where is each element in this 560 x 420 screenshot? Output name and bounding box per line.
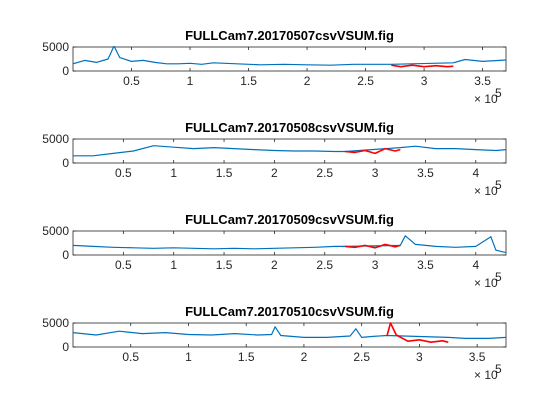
highlight-series-line — [344, 243, 401, 249]
x-tick-label: 2 — [304, 74, 311, 88]
x-tick-label: 3.5 — [417, 166, 434, 180]
x-tick-label: 2.5 — [316, 258, 333, 272]
y-tick-label: 5000 — [42, 40, 69, 54]
y-tick-label: 5000 — [42, 132, 69, 146]
axes-box — [72, 46, 507, 72]
highlight-series-line — [344, 147, 401, 155]
x-tick-label: 1 — [170, 166, 177, 180]
x-tick-label: 2 — [271, 258, 278, 272]
y-tick-label: 0 — [62, 248, 69, 262]
x-tick-label: 3 — [421, 74, 428, 88]
axes-box — [72, 230, 507, 256]
x-tick-label: 1 — [185, 350, 192, 364]
x-tick-label: 1.5 — [216, 258, 233, 272]
x-tick-label: 3.5 — [474, 74, 491, 88]
x-tick-label: 2.5 — [357, 74, 374, 88]
x-tick-label: 1 — [170, 258, 177, 272]
x-exponent-power: 5 — [495, 178, 502, 192]
x-exponent-power: 5 — [495, 270, 502, 284]
subplot-title: FULLCam7.20170507csvVSUM.fig — [185, 28, 394, 43]
x-tick-label: 1.5 — [240, 74, 257, 88]
x-tick-label: 1 — [187, 74, 194, 88]
highlight-series-line — [386, 322, 449, 344]
x-tick-label: 3.5 — [417, 258, 434, 272]
x-exponent-label: × 10 — [474, 184, 498, 198]
highlight-series-line — [391, 64, 454, 68]
x-tick-label: 2 — [271, 166, 278, 180]
x-tick-label: 0.5 — [115, 258, 132, 272]
y-tick-label: 5000 — [42, 224, 69, 238]
x-tick-label: 3 — [416, 350, 423, 364]
subplot-title: FULLCam7.20170510csvVSUM.fig — [185, 304, 394, 319]
x-tick-label: 3 — [372, 258, 379, 272]
x-exponent-label: × 10 — [474, 276, 498, 290]
x-exponent-label: × 10 — [474, 92, 498, 106]
y-tick-label: 0 — [62, 156, 69, 170]
x-exponent-power: 5 — [495, 362, 502, 376]
x-tick-label: 0.5 — [122, 350, 139, 364]
subplot-title: FULLCam7.20170509csvVSUM.fig — [185, 212, 394, 227]
subplot-title: FULLCam7.20170508csvVSUM.fig — [185, 120, 394, 135]
x-tick-label: 4 — [472, 166, 479, 180]
y-tick-label: 0 — [62, 340, 69, 354]
x-tick-label: 0.5 — [123, 74, 140, 88]
data-series-line — [73, 235, 506, 254]
x-tick-label: 1.5 — [238, 350, 255, 364]
x-tick-label: 3 — [372, 166, 379, 180]
x-tick-label: 2.5 — [353, 350, 370, 364]
x-tick-label: 0.5 — [115, 166, 132, 180]
data-series-line — [73, 46, 506, 66]
data-series-line — [73, 326, 506, 339]
y-tick-label: 5000 — [42, 316, 69, 330]
x-tick-label: 2 — [301, 350, 308, 364]
data-series-line — [73, 145, 506, 157]
x-tick-label: 3.5 — [469, 350, 486, 364]
x-tick-label: 2.5 — [316, 166, 333, 180]
axes-box — [72, 322, 507, 348]
x-exponent-label: × 10 — [474, 368, 498, 382]
y-tick-label: 0 — [62, 64, 69, 78]
x-exponent-power: 5 — [495, 86, 502, 100]
x-tick-label: 4 — [472, 258, 479, 272]
x-tick-label: 1.5 — [216, 166, 233, 180]
